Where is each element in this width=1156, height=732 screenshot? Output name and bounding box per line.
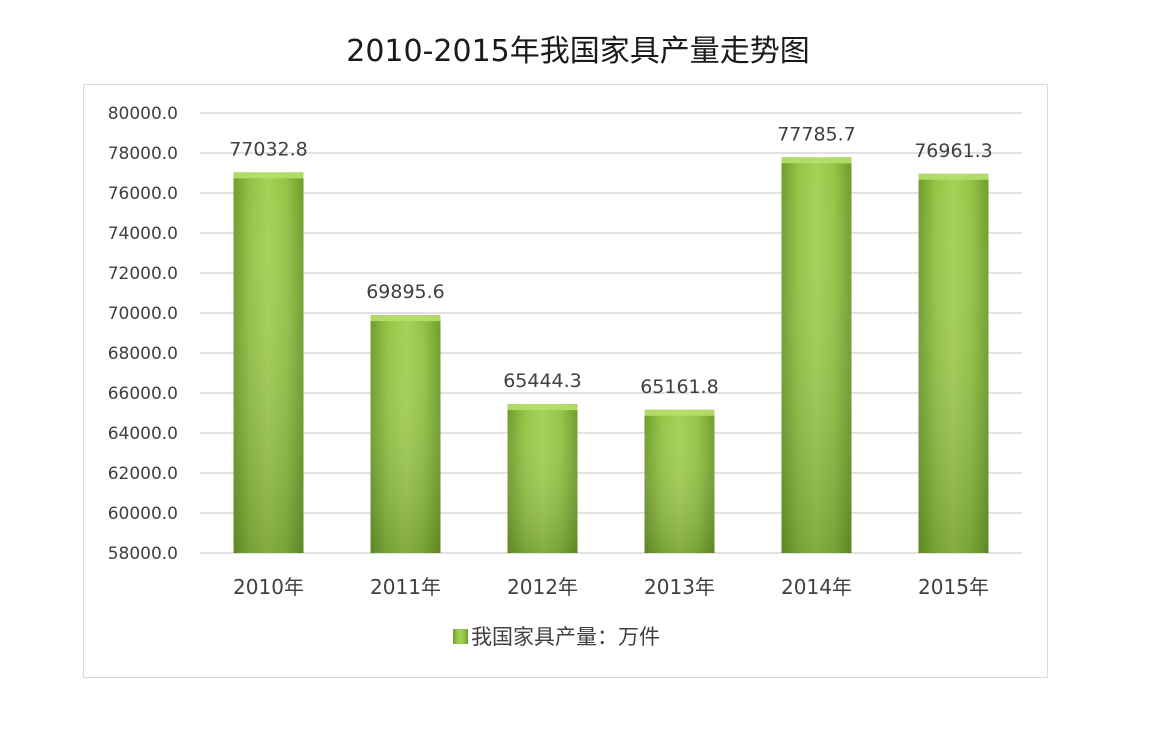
y-tick-label: 68000.0 — [108, 344, 178, 364]
x-tick-label: 2015年 — [918, 575, 989, 599]
y-tick-label: 76000.0 — [108, 184, 178, 204]
data-label: 65161.8 — [640, 376, 719, 398]
bar-top-5 — [918, 173, 989, 180]
bar-top-3 — [644, 409, 715, 416]
y-tick-label: 58000.0 — [108, 544, 178, 564]
bar-shade-3 — [644, 409, 715, 553]
chart-title: 2010-2015年我国家具产量走势图 — [346, 34, 810, 69]
bar-top-1 — [370, 315, 441, 322]
x-tick-label: 2014年 — [781, 575, 852, 599]
x-tick-label: 2013年 — [644, 575, 715, 599]
y-tick-label: 62000.0 — [108, 464, 178, 484]
x-tick-label: 2012年 — [507, 575, 578, 599]
bar-shade-0 — [233, 172, 304, 553]
legend-label: 我国家具产量：万件 — [471, 625, 660, 649]
bar-top-0 — [233, 172, 304, 179]
bar-shade-1 — [370, 315, 441, 553]
y-tick-label: 66000.0 — [108, 384, 178, 404]
legend-swatch — [453, 629, 468, 644]
bar-shade-2 — [507, 404, 578, 553]
y-tick-label: 72000.0 — [108, 264, 178, 284]
data-label: 77032.8 — [229, 138, 308, 160]
x-tick-label: 2010年 — [233, 575, 304, 599]
bar-shade-5 — [918, 173, 989, 554]
data-label: 69895.6 — [366, 281, 445, 303]
y-tick-label: 64000.0 — [108, 424, 178, 444]
y-tick-label: 74000.0 — [108, 224, 178, 244]
bar-shade-4 — [781, 157, 852, 553]
y-tick-label: 70000.0 — [108, 304, 178, 324]
bar-top-4 — [781, 157, 852, 164]
bar-top-2 — [507, 404, 578, 411]
data-label: 77785.7 — [777, 123, 856, 145]
data-label: 76961.3 — [914, 140, 993, 162]
x-tick-label: 2011年 — [370, 575, 441, 599]
y-tick-label: 80000.0 — [108, 104, 178, 124]
y-tick-label: 78000.0 — [108, 144, 178, 164]
y-tick-label: 60000.0 — [108, 504, 178, 524]
data-label: 65444.3 — [503, 370, 582, 392]
